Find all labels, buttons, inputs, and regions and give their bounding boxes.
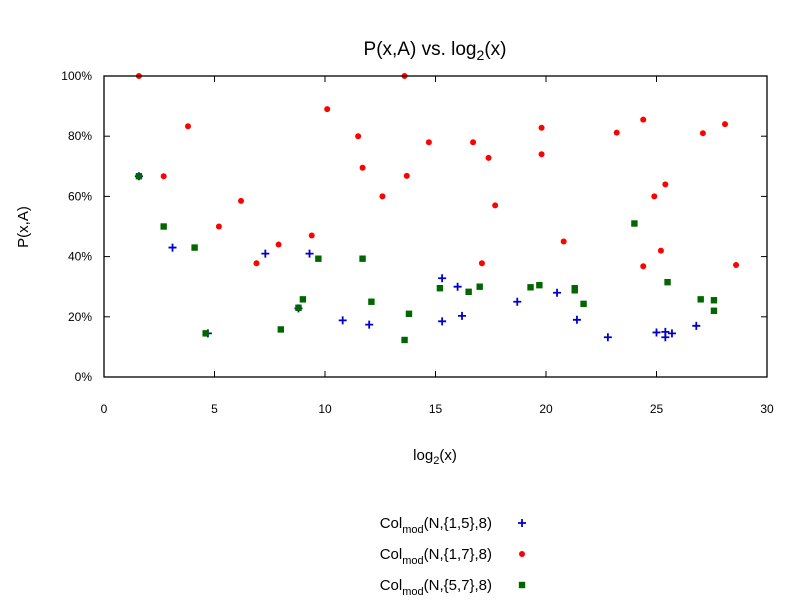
y-tick-label: 20% [68, 310, 92, 324]
data-point [168, 243, 177, 252]
data-point [631, 220, 638, 227]
series-3 [135, 173, 718, 344]
x-tick-label: 10 [318, 402, 332, 416]
data-point [379, 193, 386, 200]
data-point [191, 244, 198, 251]
data-point [697, 296, 704, 303]
data-point [277, 326, 284, 333]
y-axis-label: P(x,A) [15, 206, 32, 248]
data-point [425, 139, 432, 146]
data-point [215, 223, 222, 230]
data-point [438, 274, 447, 283]
data-point [324, 106, 331, 113]
data-point [538, 151, 545, 158]
data-point [261, 249, 270, 258]
data-point [135, 173, 143, 180]
data-point [403, 172, 410, 179]
data-point [308, 232, 315, 239]
y-tick-label: 80% [68, 129, 92, 143]
y-tick-label: 60% [68, 189, 92, 203]
data-point [640, 116, 647, 123]
x-tick-label: 5 [211, 402, 218, 416]
x-axis-label: log2(x) [413, 447, 457, 467]
data-point [580, 300, 587, 308]
data-point [436, 285, 444, 292]
data-point [401, 336, 408, 344]
x-tick-label: 25 [650, 402, 664, 416]
data-point [184, 123, 191, 130]
data-point [160, 173, 167, 180]
data-point [710, 297, 718, 304]
data-point [513, 297, 522, 306]
data-point [238, 197, 245, 204]
data-point [664, 278, 671, 286]
data-point [458, 311, 467, 320]
data-point [465, 288, 472, 296]
data-point [657, 247, 664, 254]
data-point [699, 130, 706, 137]
data-point [305, 249, 314, 258]
data-markers [134, 73, 740, 344]
data-point [662, 181, 669, 188]
data-point [338, 316, 347, 325]
data-point [299, 296, 307, 303]
data-point [315, 255, 322, 262]
data-point [692, 321, 701, 330]
data-point [572, 315, 581, 324]
data-point [538, 124, 545, 131]
legend-marker [518, 581, 526, 589]
legend-label: Colmod(N,{1,7},8) [380, 546, 492, 567]
data-point [478, 260, 485, 267]
x-tick-label: 0 [101, 402, 108, 416]
data-point [661, 333, 670, 342]
data-point [571, 287, 578, 294]
plot-frame [103, 75, 768, 378]
data-point [560, 238, 567, 245]
data-point [359, 164, 366, 171]
data-point [405, 310, 413, 317]
chart-title: P(x,A) vs. log2(x) [364, 39, 507, 63]
legend-marker [519, 551, 525, 557]
data-point [640, 263, 647, 270]
y-tick-label: 40% [68, 250, 92, 264]
y-tick-label: 100% [61, 69, 92, 83]
x-tick-label: 30 [760, 402, 774, 416]
data-point [492, 202, 499, 209]
data-point [722, 121, 729, 128]
data-point [359, 255, 366, 262]
legend-label: Colmod(N,{5,7},8) [380, 577, 492, 598]
data-point [652, 328, 661, 337]
data-point [365, 320, 374, 329]
data-point [710, 307, 718, 314]
data-point [667, 329, 676, 338]
data-point [202, 330, 209, 337]
y-tick-label: 0% [75, 370, 93, 384]
data-point [438, 317, 447, 326]
data-point [527, 284, 534, 291]
legend: Colmod(N,{1,5},8) Colmod(N,{1,7},8) Colmod… [380, 515, 526, 598]
data-point [536, 281, 543, 289]
x-tick-label: 15 [429, 402, 443, 416]
data-point [651, 193, 658, 200]
series-2 [135, 73, 740, 270]
data-point [613, 129, 620, 136]
data-point [355, 133, 362, 140]
legend-marker [518, 519, 526, 527]
data-point [603, 333, 612, 342]
data-point [485, 154, 492, 161]
data-point [733, 262, 740, 269]
legend-label: Colmod(N,{1,5},8) [380, 515, 492, 536]
data-point [275, 241, 282, 248]
data-point [253, 260, 260, 267]
data-point [553, 288, 562, 297]
data-point [368, 298, 375, 305]
data-point [470, 139, 477, 146]
data-point [295, 304, 302, 311]
data-point [476, 283, 483, 290]
x-tick-label: 20 [539, 402, 553, 416]
data-point [453, 282, 462, 291]
data-point [160, 223, 167, 230]
